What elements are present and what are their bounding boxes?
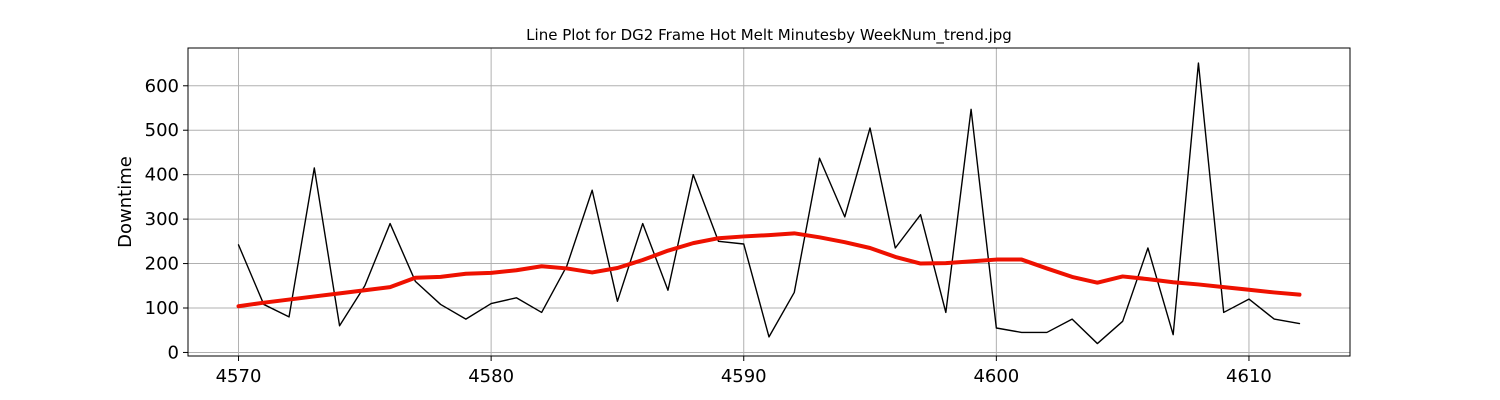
y-tick-label: 600 bbox=[145, 76, 179, 97]
y-tick-label: 300 bbox=[145, 209, 179, 230]
y-tick-label: 200 bbox=[145, 254, 179, 275]
trend-series-line bbox=[236, 231, 1302, 309]
y-axis-label: Downtime bbox=[115, 156, 136, 248]
x-tick-label: 4600 bbox=[973, 366, 1019, 387]
axis-ticks: 4570 4580 4590 4600 4610 0 100 200 300 400 500 600 bbox=[145, 76, 1272, 387]
x-tick-label: 4580 bbox=[468, 366, 514, 387]
y-tick-label: 0 bbox=[168, 342, 179, 363]
x-tick-label: 4590 bbox=[721, 366, 767, 387]
y-tick-label: 400 bbox=[145, 165, 179, 186]
chart-title: Line Plot for DG2 Frame Hot Melt Minutes… bbox=[526, 26, 1012, 45]
grid bbox=[188, 48, 1350, 356]
series-lines bbox=[236, 62, 1302, 345]
y-tick-label: 100 bbox=[145, 298, 179, 319]
x-tick-label: 4570 bbox=[216, 366, 262, 387]
downtime-series-line bbox=[237, 62, 1301, 345]
plot-area-frame bbox=[187, 47, 1351, 357]
y-tick-label: 500 bbox=[145, 120, 179, 141]
x-tick-label: 4610 bbox=[1226, 366, 1272, 387]
